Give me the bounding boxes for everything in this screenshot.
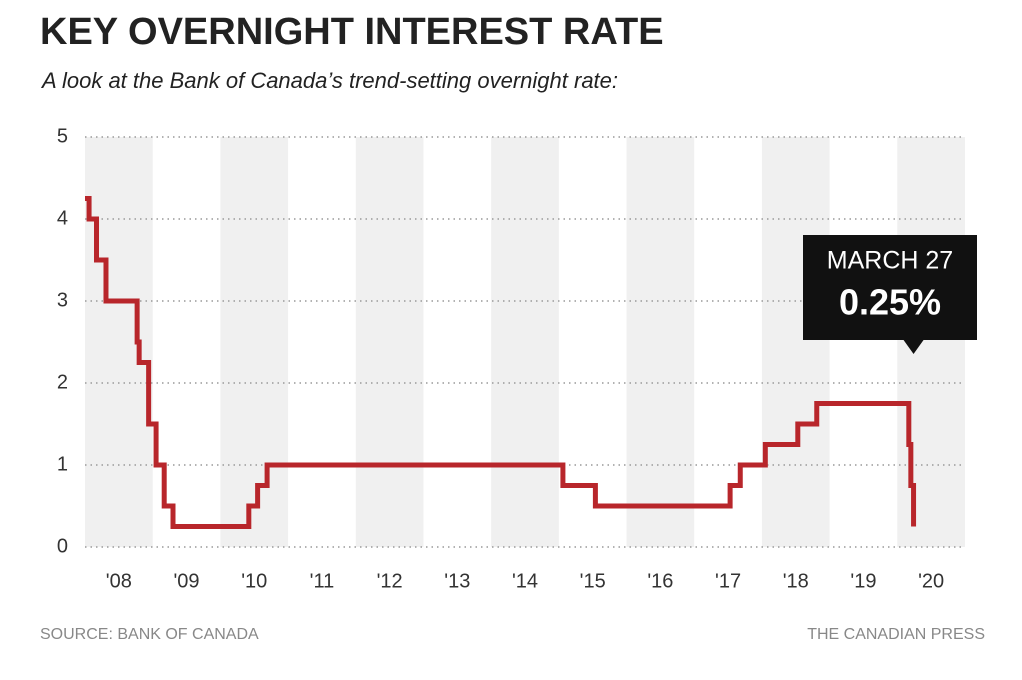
x-tick-label: '09	[173, 570, 199, 592]
chart-title: KEY OVERNIGHT INTEREST RATE	[40, 11, 664, 53]
y-tick-label: 4	[57, 207, 68, 229]
y-tick-label: 2	[57, 371, 68, 393]
stripe	[626, 137, 695, 547]
chart-subtitle: A look at the Bank of Canada’s trend-set…	[40, 68, 618, 93]
stripe	[761, 137, 830, 547]
y-tick-label: 0	[57, 535, 68, 557]
x-tick-label: '16	[647, 570, 673, 592]
credit: THE CANADIAN PRESS	[807, 626, 985, 643]
rate-line	[85, 196, 917, 529]
x-tick-label: '08	[106, 570, 132, 592]
x-tick-label: '18	[783, 570, 809, 592]
annotation-date: MARCH 27	[827, 247, 953, 275]
annotation: MARCH 27 0.25%	[803, 235, 977, 354]
x-tick-label: '12	[377, 570, 403, 592]
x-tick-label: '13	[444, 570, 470, 592]
stripe	[491, 137, 559, 547]
source: SOURCE: BANK OF CANADA	[40, 626, 259, 643]
x-tick-label: '17	[715, 570, 741, 592]
y-tick-label: 3	[57, 289, 68, 311]
stripe	[355, 137, 424, 547]
stripe	[220, 137, 289, 547]
x-tick-label: '14	[512, 570, 538, 592]
y-tick-label: 1	[57, 453, 68, 475]
x-tick-label: '11	[310, 570, 335, 592]
stripe	[85, 137, 153, 547]
y-tick-label: 5	[57, 125, 68, 147]
x-tick-label: '15	[580, 570, 606, 592]
x-tick-label: '20	[918, 570, 944, 592]
x-tick-label: '10	[241, 570, 267, 592]
annotation-box	[803, 235, 977, 354]
x-tick-label: '19	[850, 570, 876, 592]
annotation-value: 0.25%	[839, 282, 941, 323]
